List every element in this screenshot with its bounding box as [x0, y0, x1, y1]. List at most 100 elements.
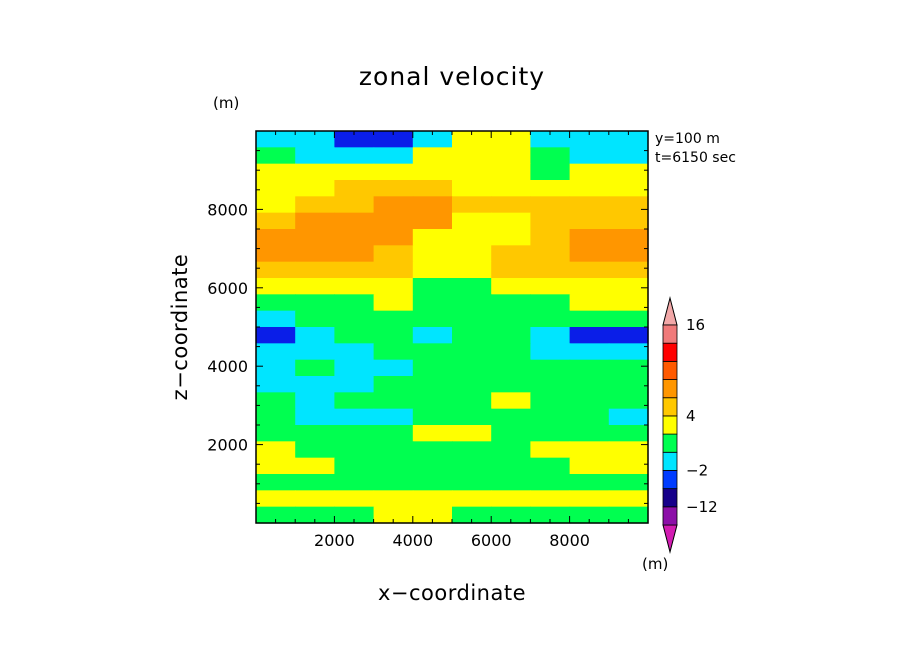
field-cell [256, 310, 296, 328]
field-cell [256, 376, 296, 393]
field-cell [295, 245, 335, 263]
field-cell [412, 474, 453, 491]
field-cell [608, 131, 649, 148]
field-cell [334, 506, 375, 524]
field-cell [530, 457, 571, 475]
field-cell [373, 359, 414, 377]
colorbar-swatch [662, 506, 678, 526]
field-cell [295, 229, 335, 246]
field-cell [256, 278, 296, 295]
field-cell [569, 163, 610, 181]
field-cell [373, 261, 414, 279]
field-cell [452, 392, 492, 410]
field-cell [295, 163, 335, 181]
field-cell [608, 327, 649, 344]
field-cell [373, 310, 414, 328]
y-tick-label: 4000 [207, 357, 248, 376]
field-cell [491, 196, 531, 214]
field-cell [295, 359, 335, 377]
field-cell [608, 245, 649, 263]
field-cell [608, 408, 649, 426]
y-tick-label: 8000 [207, 200, 248, 219]
field-cell [412, 131, 453, 148]
field-cell [412, 180, 453, 197]
x-tick-label: 2000 [314, 531, 355, 550]
field-cell [569, 425, 610, 442]
field-cell [530, 229, 571, 246]
field-cell [295, 376, 335, 393]
field-cell [530, 163, 571, 181]
field-cell [452, 229, 492, 246]
field-cell [491, 163, 531, 181]
field-cell [334, 229, 375, 246]
field-cell [452, 147, 492, 165]
field-cell [373, 327, 414, 344]
field-cell [569, 392, 610, 410]
field-cell [608, 506, 649, 524]
colorbar-swatch [662, 470, 678, 490]
field-cell [569, 131, 610, 148]
field-cell [530, 261, 571, 279]
field-cell [412, 441, 453, 459]
field-cell [334, 278, 375, 295]
field-cell [373, 425, 414, 442]
field-cell [373, 490, 414, 508]
field-cell [295, 392, 335, 410]
field-cell [412, 294, 453, 312]
field-cell [256, 212, 296, 230]
field-cell [295, 457, 335, 475]
field-cell [491, 131, 531, 148]
field-cell [608, 196, 649, 214]
field-cell [491, 229, 531, 246]
field-cell [373, 294, 414, 312]
field-cell [569, 147, 610, 165]
colorbar-unit-label: (m) [642, 555, 668, 573]
field-cell [452, 278, 492, 295]
field-cell [491, 180, 531, 197]
field-cell [608, 376, 649, 393]
field-cell [491, 441, 531, 459]
field-cell [334, 261, 375, 279]
field-cell [452, 327, 492, 344]
field-cell [569, 506, 610, 524]
field-cell [452, 163, 492, 181]
field-cell [334, 425, 375, 442]
field-cell [530, 474, 571, 491]
field-cell [295, 327, 335, 344]
field-cell [452, 490, 492, 508]
field-cell [334, 327, 375, 344]
field-cell [256, 180, 296, 197]
field-cell [530, 294, 571, 312]
field-cell [295, 310, 335, 328]
colorbar-extend-bottom [662, 524, 678, 554]
field-cell [491, 392, 531, 410]
field-cell [412, 359, 453, 377]
colorbar-swatch [662, 324, 678, 344]
field-cell [608, 441, 649, 459]
annotation-y: y=100 m [655, 131, 720, 147]
field-cell [452, 294, 492, 312]
field-cell [256, 392, 296, 410]
field-cell [295, 196, 335, 214]
chart-title: zonal velocity [359, 62, 545, 91]
field-cell [412, 245, 453, 263]
field-cell [569, 359, 610, 377]
field-cell [256, 261, 296, 279]
field-cell [530, 180, 571, 197]
field-cell [569, 327, 610, 344]
field-cell [373, 408, 414, 426]
field-cell [412, 343, 453, 361]
field-cell [295, 343, 335, 361]
field-cell [295, 147, 335, 165]
field-cell [452, 196, 492, 214]
field-cell [412, 425, 453, 442]
field-cell [452, 310, 492, 328]
field-cell [530, 441, 571, 459]
field-cell [295, 261, 335, 279]
field-cell [334, 196, 375, 214]
contour-field [256, 131, 649, 524]
field-cell [491, 376, 531, 393]
colorbar-swatch [662, 415, 678, 435]
field-cell [373, 441, 414, 459]
field-cell [530, 506, 571, 524]
